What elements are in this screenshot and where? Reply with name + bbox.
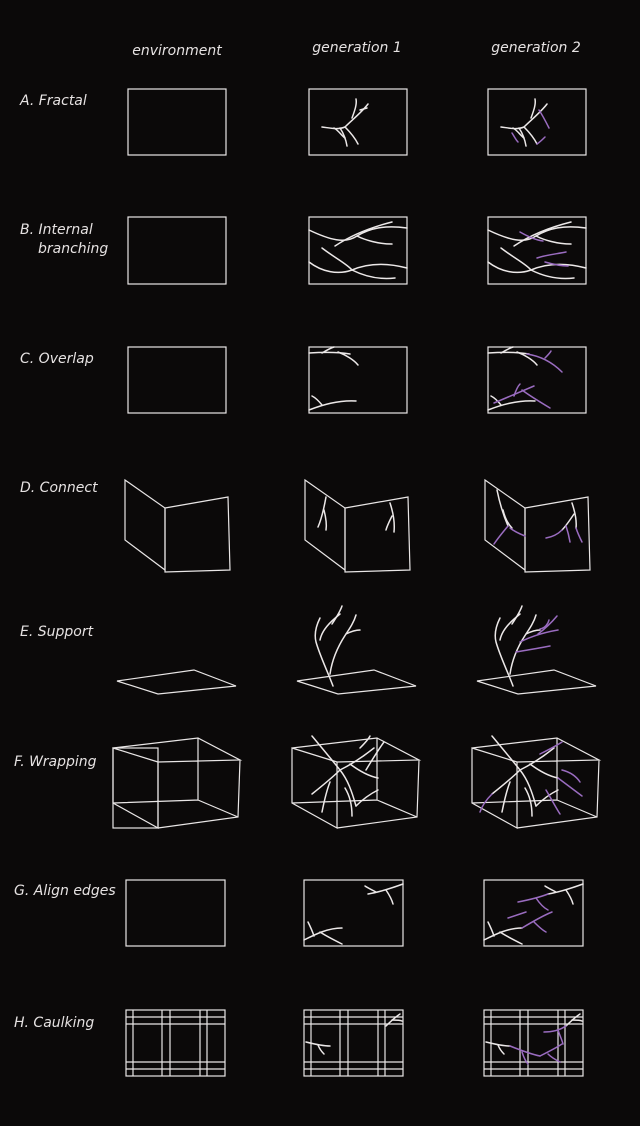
cell-fractal-generation-1 [309,89,407,155]
column-header-generation-2: generation 2 [491,40,581,56]
cell-align-edges-environment [126,880,225,946]
row-label-fractal: A. Fractal [19,93,87,109]
cell-align-edges-generation-1 [304,880,403,946]
cell-connect-generation-2 [485,480,590,572]
row-label-connect: D. Connect [20,480,98,496]
row-label-caulking: H. Caulking [14,1015,94,1031]
cell-support-generation-2 [477,606,596,694]
cell-connect-generation-1 [305,480,410,572]
cell-overlap-generation-1 [309,347,407,413]
cell-internal-branching-generation-2 [488,217,586,284]
cell-caulking-generation-1 [304,1010,403,1076]
cell-fractal-generation-2 [488,89,586,155]
column-header-environment: environment [132,43,222,59]
cell-support-environment [117,670,236,694]
cell-support-generation-1 [297,606,416,694]
cell-overlap-generation-2 [488,347,586,413]
column-header-generation-1: generation 1 [312,40,402,56]
cell-wrapping-generation-1 [292,736,419,828]
row-label-internal-branching-line2: branching [38,241,108,257]
row-label-align-edges: G. Align edges [14,883,116,899]
cell-caulking-generation-2 [484,1010,583,1076]
row-label-overlap: C. Overlap [20,351,94,367]
cell-align-edges-generation-2 [484,880,583,946]
row-label-wrapping: F. Wrapping [14,754,97,770]
cell-fractal-environment [128,89,226,155]
cell-overlap-environment [128,347,226,413]
cell-internal-branching-generation-1 [309,217,407,284]
cell-caulking-environment [126,1010,225,1076]
cell-connect-environment [125,480,230,572]
cell-wrapping-environment [113,738,240,828]
cell-wrapping-generation-2 [472,736,599,828]
cell-internal-branching-environment [128,217,226,284]
row-label-support: E. Support [20,624,94,640]
row-label-internal-branching-line1: B. Internal [20,222,93,238]
